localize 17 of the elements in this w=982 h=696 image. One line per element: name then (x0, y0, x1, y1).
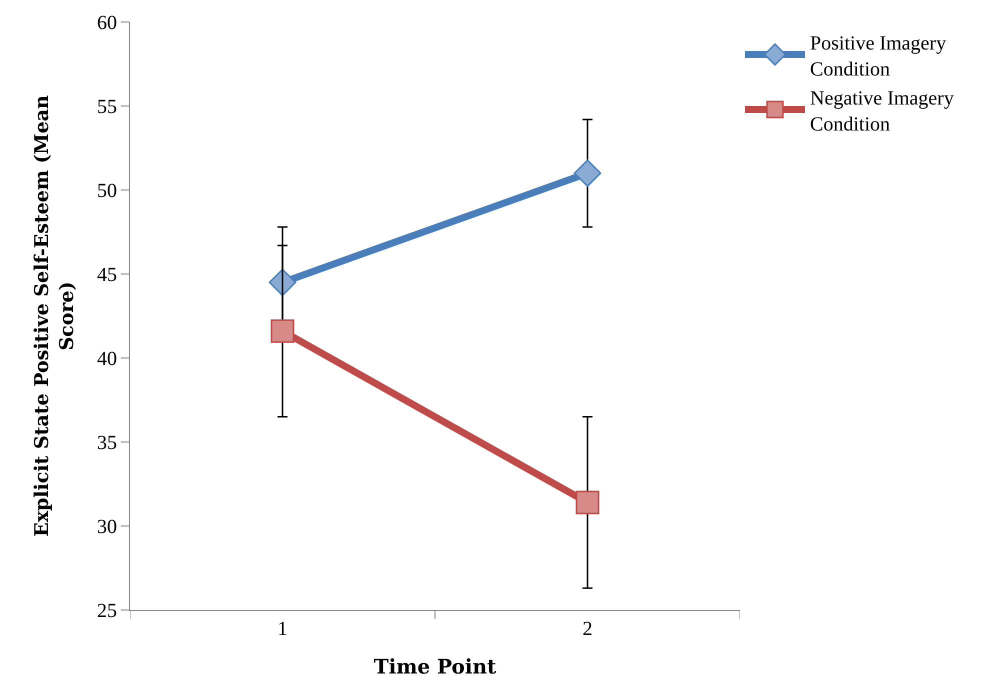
y-tick-label: 40 (97, 348, 117, 370)
x-axis-title: Time Point (374, 654, 498, 678)
y-tick-label: 55 (97, 96, 117, 118)
y-axis-title: Explicit State Positive Self-Esteem (Mean Score) (31, 95, 78, 537)
y-tick-label: 25 (97, 600, 117, 622)
legend-label: Positive Imagery Condition (810, 32, 946, 80)
point (574, 159, 602, 187)
y-tick-label: 30 (97, 516, 117, 538)
y-tick-label: 60 (97, 12, 117, 34)
y-tick-label: 50 (97, 180, 117, 202)
legend-label: Negative Imagery Condition (810, 87, 954, 136)
y-tick-label: 45 (97, 264, 117, 286)
point (270, 319, 294, 343)
x-tick-label: 1 (278, 618, 288, 640)
point (576, 490, 600, 514)
y-tick-label: 35 (97, 432, 117, 454)
x-tick-label: 2 (582, 618, 592, 640)
